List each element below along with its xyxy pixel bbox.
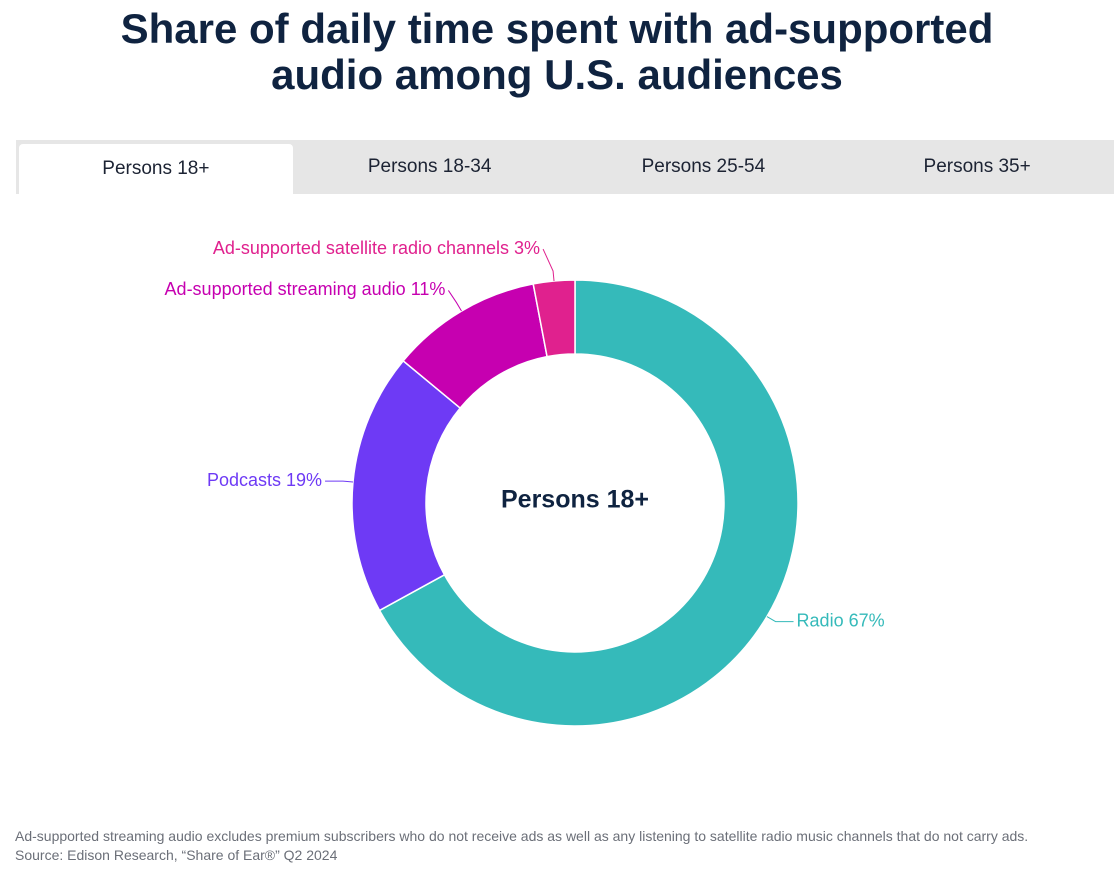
data-label-podcasts: Podcasts 19% [207,470,322,490]
slice-podcasts[interactable] [351,359,462,612]
audience-tabs: Persons 18+ Persons 18-34 Persons 25-54 … [16,140,1114,194]
slice-radio[interactable] [378,279,799,727]
footnote-source: Source: Edison Research, “Share of Ear®”… [15,847,338,863]
chart-title-line-1: Share of daily time spent with ad-suppor… [120,5,994,52]
tab-persons-35-plus[interactable]: Persons 35+ [923,156,1031,177]
donut-chart: Radio 67% Podcasts 19% Ad-supported stream… [0,200,1114,800]
footnote: Ad-supported streaming audio excludes pr… [15,827,1110,865]
data-label-ad-supported-satellite-radio-channels: Ad-supported satellite radio channels 3% [213,238,540,258]
chart-title: Share of daily time spent with ad-suppor… [0,6,1114,98]
leader-line-radio [766,616,794,623]
leader-line-podcasts [325,480,354,483]
donut-labels: Radio 67% Podcasts 19% Ad-supported stream… [165,238,885,631]
tab-persons-25-54[interactable]: Persons 25-54 [641,156,766,177]
leader-line-ad-supported-satellite-radio-channels [542,248,555,282]
leader-line-ad-supported-streaming-audio [447,290,462,312]
donut-chart-svg: Radio 67% Podcasts 19% Ad-supported stream… [165,238,885,727]
data-label-ad-supported-streaming-audio: Ad-supported streaming audio 11% [165,279,446,299]
donut-slices [351,279,799,727]
donut-center-label: Persons 18+ [501,486,649,514]
tab-persons-18-34[interactable]: Persons 18-34 [367,156,492,177]
slice-ad-supported-satellite-radio-channels[interactable] [532,279,576,358]
donut-leader-lines [325,248,794,623]
tab-persons-18-plus[interactable]: Persons 18+ [19,144,293,194]
footnote-note: Ad-supported streaming audio excludes pr… [15,828,1029,844]
chart-title-line-2: audio among U.S. audiences [271,51,843,98]
data-label-radio: Radio 67% [797,610,885,630]
